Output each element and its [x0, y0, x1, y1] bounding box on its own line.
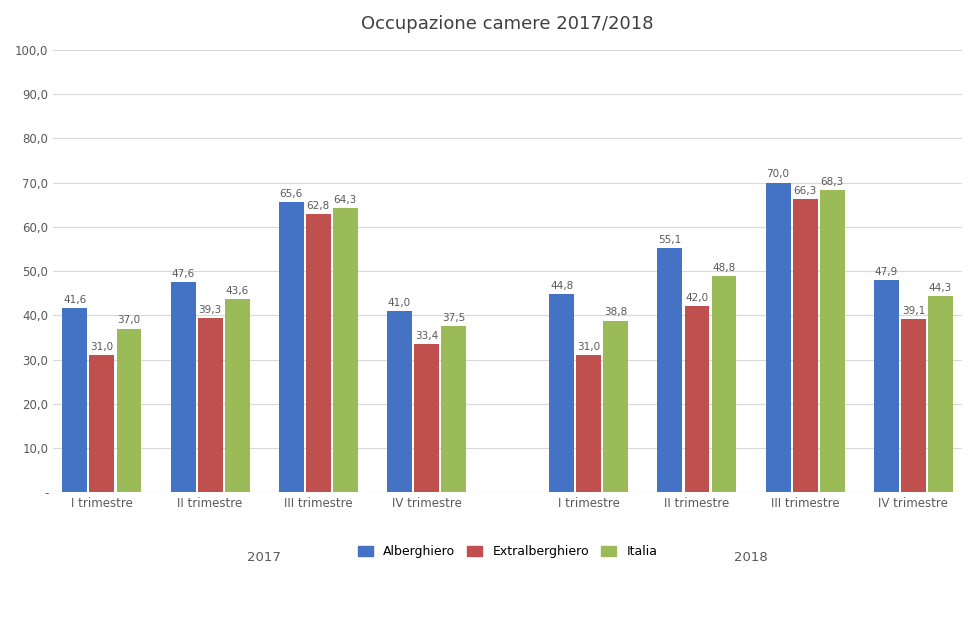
- Bar: [225, 299, 249, 493]
- Legend: Alberghiero, Extralberghiero, Italia: Alberghiero, Extralberghiero, Italia: [353, 540, 662, 563]
- Text: 68,3: 68,3: [821, 177, 844, 187]
- Bar: [63, 308, 87, 493]
- Text: 48,8: 48,8: [712, 263, 736, 273]
- Text: 33,4: 33,4: [415, 331, 438, 341]
- Title: Occupazione camere 2017/2018: Occupazione camere 2017/2018: [361, 15, 654, 33]
- Text: 44,8: 44,8: [550, 281, 573, 291]
- Text: 39,3: 39,3: [198, 305, 222, 315]
- Bar: [792, 199, 818, 493]
- Bar: [278, 202, 304, 493]
- Bar: [685, 306, 709, 493]
- Bar: [820, 190, 845, 493]
- Text: 43,6: 43,6: [226, 286, 249, 296]
- Text: 65,6: 65,6: [279, 189, 303, 199]
- Text: 31,0: 31,0: [90, 342, 113, 352]
- Bar: [387, 311, 412, 493]
- Bar: [766, 182, 790, 493]
- Bar: [604, 320, 628, 493]
- Bar: [197, 318, 223, 493]
- Bar: [873, 280, 899, 493]
- Text: 47,6: 47,6: [171, 269, 194, 279]
- Text: 41,6: 41,6: [64, 295, 87, 305]
- Text: 37,5: 37,5: [442, 313, 465, 323]
- Text: 37,0: 37,0: [117, 315, 141, 325]
- Bar: [171, 281, 195, 493]
- Text: 2017: 2017: [247, 551, 281, 563]
- Text: 38,8: 38,8: [604, 308, 627, 318]
- Bar: [928, 296, 953, 493]
- Text: 41,0: 41,0: [388, 298, 411, 308]
- Text: 2018: 2018: [734, 551, 768, 563]
- Text: 31,0: 31,0: [577, 342, 600, 352]
- Bar: [658, 248, 682, 493]
- Text: 66,3: 66,3: [793, 186, 817, 196]
- Bar: [414, 345, 439, 493]
- Bar: [441, 327, 466, 493]
- Text: 64,3: 64,3: [334, 195, 357, 205]
- Text: 44,3: 44,3: [929, 283, 952, 293]
- Text: 42,0: 42,0: [686, 293, 708, 303]
- Bar: [901, 319, 926, 493]
- Text: 47,9: 47,9: [874, 267, 898, 278]
- Text: 39,1: 39,1: [902, 306, 925, 316]
- Text: 55,1: 55,1: [658, 235, 682, 246]
- Bar: [576, 355, 601, 493]
- Bar: [711, 276, 737, 493]
- Bar: [90, 355, 114, 493]
- Bar: [116, 329, 142, 493]
- Text: 62,8: 62,8: [307, 202, 330, 211]
- Bar: [333, 208, 358, 493]
- Text: 70,0: 70,0: [767, 170, 789, 179]
- Bar: [306, 214, 331, 493]
- Bar: [549, 294, 574, 493]
